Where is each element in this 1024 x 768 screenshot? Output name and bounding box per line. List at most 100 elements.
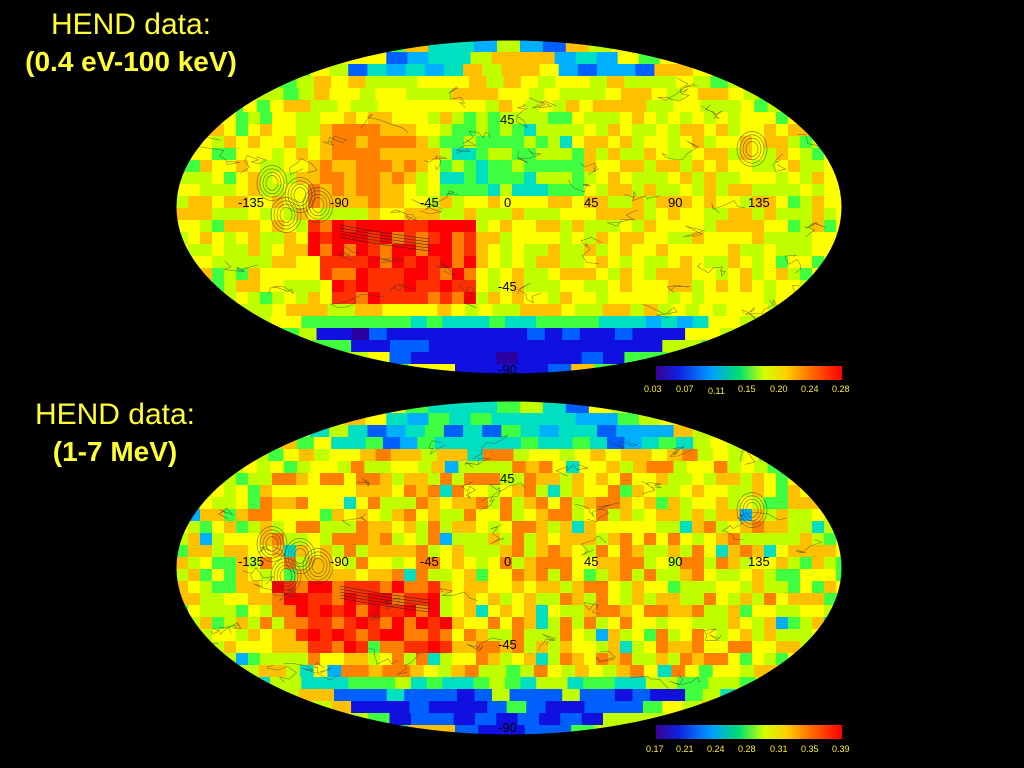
- map-cell: [292, 701, 313, 714]
- map-cell: [512, 136, 525, 149]
- map-cell: [344, 641, 357, 654]
- map-cell: [176, 521, 189, 534]
- map-cell: [560, 713, 583, 726]
- map-cell: [260, 148, 273, 161]
- map-cell: [796, 437, 815, 450]
- map-cell: [677, 316, 694, 329]
- map-cell: [704, 172, 717, 185]
- map-cell: [693, 76, 711, 89]
- map-cell: [176, 413, 198, 426]
- map-cell: [176, 677, 193, 690]
- map-cell: [416, 473, 429, 486]
- map-cell: [789, 88, 806, 101]
- map-cell: [776, 172, 789, 185]
- map-cell: [833, 677, 842, 690]
- map-cell: [320, 629, 333, 642]
- map-cell: [702, 328, 721, 341]
- map-cell: [290, 64, 311, 77]
- map-cell: [704, 533, 717, 546]
- map-cell: [596, 256, 609, 269]
- map-cell: [644, 280, 657, 293]
- map-cell: [368, 280, 381, 293]
- map-cell: [248, 256, 261, 269]
- map-cell: [464, 569, 477, 582]
- map-cell: [752, 533, 765, 546]
- map-cell: [644, 244, 657, 257]
- map-cell: [224, 641, 237, 654]
- map-cell: [605, 449, 622, 462]
- map-cell: [236, 545, 249, 558]
- map-cell: [536, 617, 549, 630]
- map-cell: [624, 76, 643, 89]
- map-cell: [428, 256, 441, 269]
- map-cell: [632, 521, 645, 534]
- map-cell: [536, 485, 549, 498]
- map-cell: [212, 208, 225, 221]
- map-cell: [722, 413, 745, 426]
- map-cell: [344, 292, 357, 305]
- map-cell: [536, 473, 549, 486]
- map-cell: [542, 40, 567, 53]
- map-cell: [596, 232, 609, 245]
- map-cell: [617, 725, 642, 735]
- map-cell: [218, 352, 241, 365]
- map-cell: [749, 401, 773, 414]
- map-cell: [788, 124, 801, 137]
- topo-contour: [262, 171, 282, 195]
- map-cell: [260, 160, 273, 173]
- map-cell: [404, 461, 419, 474]
- map-cell: [536, 557, 549, 570]
- map-cell: [284, 124, 297, 137]
- map-cell: [716, 593, 729, 606]
- map-cell: [726, 304, 741, 317]
- map-cell: [332, 473, 345, 486]
- map-cell: [728, 280, 741, 293]
- map-cell: [206, 449, 223, 462]
- map-cell: [404, 509, 417, 522]
- map-cell: [596, 160, 609, 173]
- map2-lat-label: 45: [500, 471, 514, 486]
- map-cell: [704, 220, 717, 233]
- map-cell: [308, 148, 321, 161]
- map-cell: [344, 569, 357, 582]
- map-cell: [325, 713, 348, 726]
- map-cell: [350, 100, 365, 113]
- map-cell: [836, 509, 842, 522]
- map-cell: [248, 617, 261, 630]
- map-cell: [197, 352, 220, 365]
- map-cell: [386, 52, 408, 65]
- topo-contour: [772, 153, 787, 172]
- topo-contour: [302, 548, 334, 584]
- map-cell: [779, 76, 798, 89]
- map-cell: [218, 52, 240, 65]
- map-cell: [623, 340, 644, 353]
- map-cell: [619, 100, 634, 113]
- map-cell: [656, 292, 669, 305]
- map-cell: [377, 461, 392, 474]
- map-cell: [545, 701, 566, 714]
- map-cell: [368, 112, 381, 125]
- map-cell: [416, 148, 429, 161]
- map-cell: [552, 461, 567, 474]
- map-cell: [596, 148, 609, 161]
- map-cell: [233, 64, 254, 77]
- map-cell: [301, 316, 318, 329]
- map-cell: [356, 485, 369, 498]
- map-cell: [440, 569, 453, 582]
- map-cell: [764, 617, 777, 630]
- topo-contour: [218, 430, 243, 446]
- map-cell: [253, 340, 274, 353]
- map-cell: [211, 328, 230, 341]
- map-cell: [565, 701, 586, 714]
- map-cell: [560, 256, 573, 269]
- map-cell: [212, 569, 225, 582]
- map-cell: [584, 605, 597, 618]
- map-cell: [752, 280, 765, 293]
- map-cell: [536, 244, 549, 257]
- map-cell: [452, 220, 465, 233]
- map-cell: [836, 268, 842, 281]
- map-cell: [200, 521, 213, 534]
- map-cell: [416, 292, 429, 305]
- map-cell: [567, 677, 584, 690]
- map-cell: [620, 280, 633, 293]
